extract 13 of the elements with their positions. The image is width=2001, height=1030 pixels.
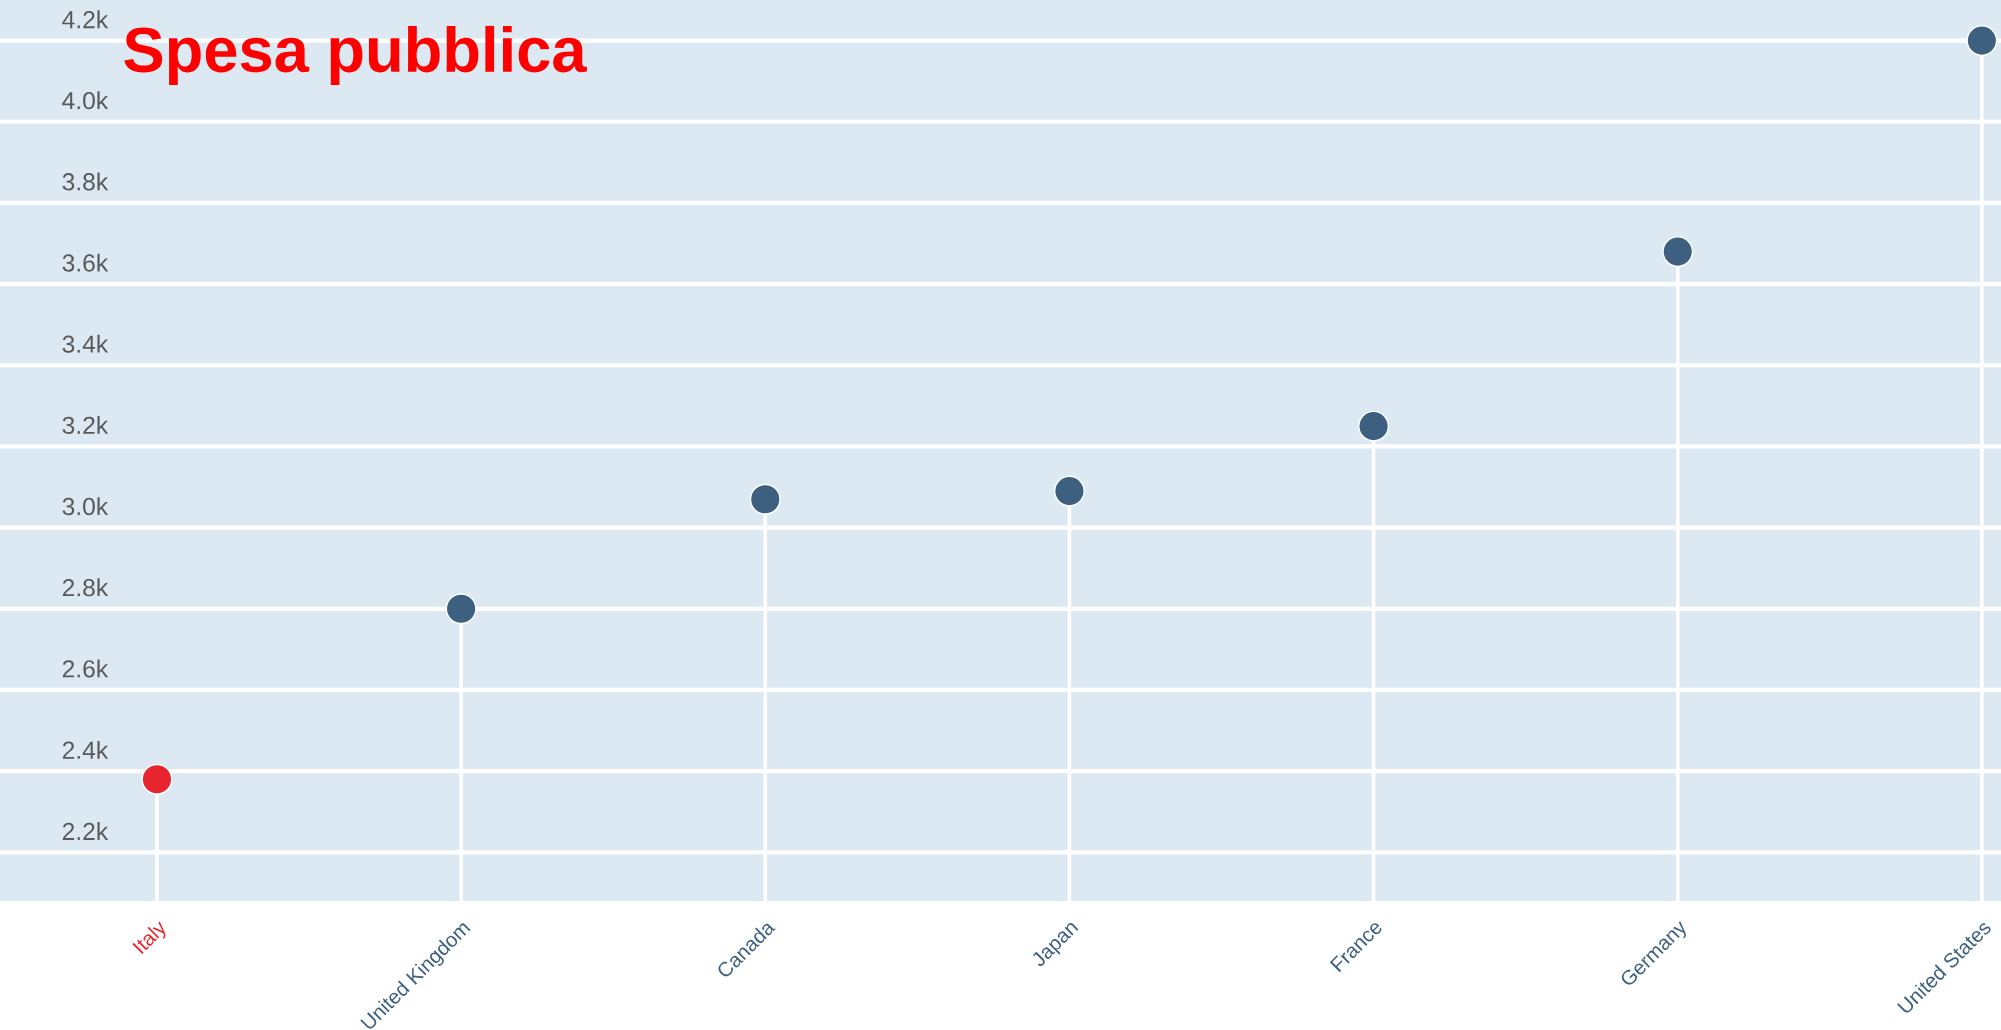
y-tick-label: 2.8k [62, 578, 109, 597]
y-tick-label: 3.4k [62, 334, 109, 353]
y-tick-label: 3.6k [62, 253, 109, 272]
y-tick-label: 2.6k [62, 659, 109, 678]
x-tick-label: Italy [132, 921, 166, 955]
y-tick-label: 3.0k [62, 497, 109, 516]
y-tick-label: 3.2k [62, 415, 109, 434]
y-tick-label: 2.2k [62, 822, 109, 840]
y-tick-label: 3.8k [62, 172, 109, 191]
y-tick-label: 4.0k [62, 91, 109, 110]
chart-title: Spesa pubblica [124, 25, 587, 85]
y-tick-label: 4.2k [62, 10, 109, 29]
y-tick-label: 2.4k [62, 740, 109, 759]
